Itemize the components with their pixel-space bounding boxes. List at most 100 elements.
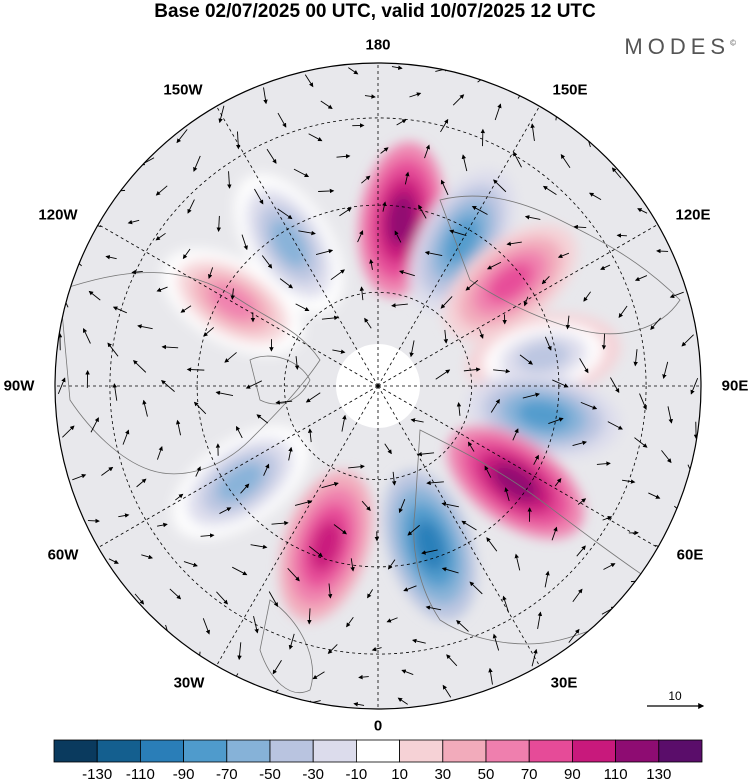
wind-arrow <box>637 208 648 214</box>
wind-arrow <box>137 324 153 330</box>
wind-arrow <box>87 518 100 524</box>
wind-arrow <box>215 390 234 397</box>
reference-vector-label: 10 <box>668 689 682 703</box>
wind-arrow <box>277 208 293 220</box>
wind-arrow <box>440 118 449 133</box>
wind-arrow <box>295 303 310 312</box>
wind-arrow <box>193 155 201 172</box>
wind-arrow <box>263 87 268 105</box>
anomaly-center-positive <box>161 248 304 356</box>
anomaly-center-positive <box>443 224 578 341</box>
wind-arrow <box>327 583 333 599</box>
wind-arrow <box>72 474 87 481</box>
wind-arrow <box>600 264 611 270</box>
colorbar-tick-label: 50 <box>477 766 495 783</box>
colorbar-tick-label: -30 <box>302 766 325 783</box>
wind-arrow <box>236 425 243 439</box>
wind-arrow <box>690 377 699 395</box>
wind-arrow <box>568 628 580 643</box>
wind-arrow <box>484 465 492 478</box>
wind-arrow <box>176 129 188 144</box>
wind-arrow <box>488 667 493 685</box>
wind-arrow <box>425 605 442 611</box>
wind-arrow <box>219 507 232 514</box>
wind-arrow <box>250 544 268 550</box>
wind-arrow <box>396 119 407 126</box>
wind-arrow <box>442 684 452 698</box>
wind-arrow <box>446 654 458 667</box>
wind-arrow <box>307 608 312 625</box>
wind-arrow <box>336 154 351 159</box>
wind-arrow <box>572 440 587 447</box>
wind-arrow <box>537 611 543 630</box>
wind-arrow <box>263 463 270 476</box>
colorbar-swatch <box>485 739 530 763</box>
colorbar-swatch <box>96 739 141 763</box>
wind-arrow <box>261 255 273 269</box>
wind-arrow <box>186 367 205 372</box>
colorbar-tick-label: -90 <box>172 766 195 783</box>
wind-arrow <box>308 133 323 142</box>
wind-arrow <box>358 674 369 680</box>
wind-arrow <box>134 593 145 605</box>
wind-arrow <box>634 275 648 281</box>
colorbar-tick-label: -130 <box>82 766 113 783</box>
colorbar-swatch <box>53 739 98 763</box>
wind-arrow <box>456 620 469 632</box>
wind-arrow <box>461 154 468 172</box>
wind-arrow <box>341 414 347 432</box>
wind-arrow <box>279 278 294 289</box>
wind-arrow <box>216 215 222 233</box>
wind-arrow <box>90 417 99 433</box>
wind-arrow <box>127 219 140 225</box>
wind-arrow <box>346 616 354 628</box>
wind-arrow <box>305 392 321 403</box>
wind-arrow <box>662 361 669 379</box>
wind-arrow <box>155 232 166 241</box>
wind-arrow <box>426 480 444 486</box>
lon-label-30w: 30W <box>173 674 205 692</box>
wind-arrow <box>656 248 669 254</box>
wind-arrow <box>523 296 529 307</box>
lon-label-30e: 30E <box>550 674 578 692</box>
wind-arrow <box>601 333 607 350</box>
wind-arrow <box>200 533 215 538</box>
wind-arrow <box>141 554 153 560</box>
lon-label-60w: 60W <box>47 546 79 564</box>
colorbar-tick-label: -110 <box>125 766 155 783</box>
colorbar-tick-label: -10 <box>345 766 368 783</box>
wind-arrow <box>669 291 684 298</box>
wind-arrow <box>268 591 279 608</box>
wind-arrow <box>364 94 376 99</box>
wind-arrow <box>105 255 117 260</box>
wind-arrow <box>616 233 627 238</box>
wind-arrow <box>208 267 214 279</box>
wind-arrow <box>202 618 210 635</box>
colorbar <box>53 739 703 763</box>
wind-arrow <box>661 450 672 464</box>
wind-arrow <box>519 354 533 365</box>
wind-arrow <box>107 342 119 357</box>
wind-arrow <box>161 379 175 392</box>
wind-arrow <box>565 315 571 330</box>
wind-arrow <box>398 498 406 514</box>
wind-arrow <box>235 131 241 150</box>
wind-arrow <box>333 524 347 535</box>
colorbar-swatch <box>572 739 617 763</box>
wind-arrow <box>596 461 611 466</box>
wind-arrow <box>579 358 589 374</box>
wind-arrow <box>298 230 316 236</box>
wind-arrow <box>294 499 313 506</box>
anomaly-center-negative <box>234 173 344 314</box>
wind-arrow <box>232 566 248 576</box>
wind-arrow <box>321 482 339 489</box>
wind-arrow <box>218 105 225 124</box>
wind-arrow <box>572 588 583 603</box>
wind-arrow <box>101 466 114 476</box>
wind-arrow <box>513 151 522 168</box>
wind-arrow <box>364 317 372 329</box>
colorbar-swatch <box>399 739 444 763</box>
wind-arrow <box>307 428 313 443</box>
wind-arrow <box>350 558 355 572</box>
brand-name: MODES <box>624 34 731 59</box>
